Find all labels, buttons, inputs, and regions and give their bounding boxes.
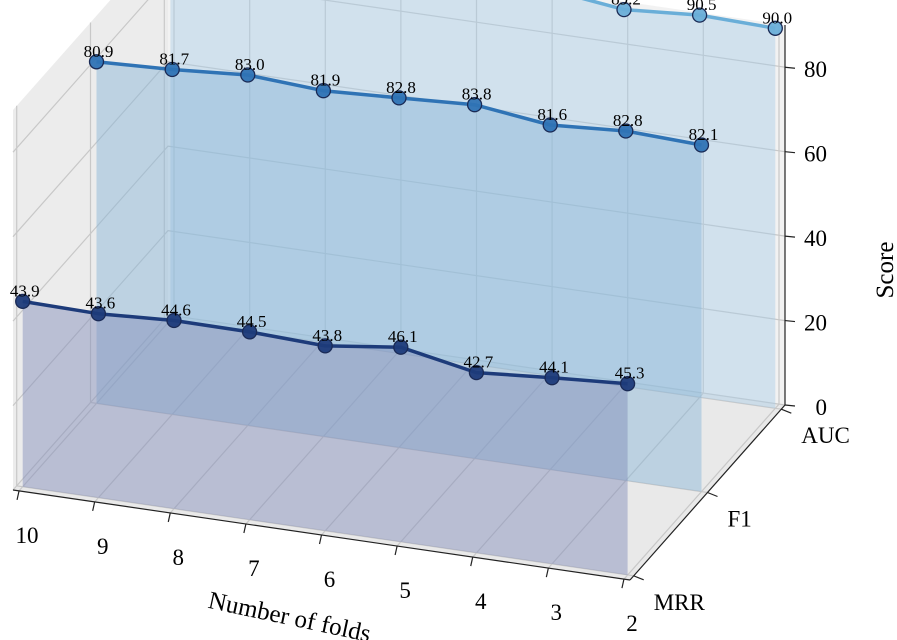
- data-label: 44.1: [539, 358, 569, 377]
- data-label: 45.3: [615, 364, 645, 383]
- data-label: 42.7: [464, 353, 494, 372]
- data-point: [466, 97, 483, 113]
- y-tick: [707, 491, 718, 498]
- data-label: 89.2: [611, 0, 641, 9]
- x-tick: [545, 567, 549, 578]
- x-tick: [621, 578, 625, 589]
- data-label: 44.6: [161, 301, 191, 320]
- z-tick-label: 20: [804, 311, 827, 336]
- data-label: 46.1: [388, 327, 418, 346]
- x-tick-label: 3: [551, 600, 563, 625]
- data-point: [15, 293, 31, 310]
- x-tick-label: 8: [173, 545, 185, 570]
- data-point: [393, 339, 409, 355]
- x-tick-label: 7: [248, 556, 260, 581]
- x-tick: [470, 556, 474, 567]
- data-label: 43.6: [86, 294, 116, 313]
- data-label: 83.0: [235, 55, 265, 74]
- series-fill-auc: [170, 0, 776, 409]
- x-tick: [243, 523, 247, 534]
- z-axis-title: Score: [872, 242, 897, 299]
- x-tick-label: 6: [324, 567, 336, 592]
- series-line-auc: [581, 0, 776, 31]
- data-point: [88, 54, 105, 70]
- data-point: [619, 376, 636, 392]
- data-label: 82.1: [689, 125, 719, 144]
- data-label: 90.0: [762, 8, 792, 27]
- grid-line-score: [12, 0, 786, 153]
- data-label: 43.9: [10, 281, 40, 300]
- data-point: [767, 20, 783, 36]
- grid-line-score: [12, 61, 786, 238]
- grid-line-score: [12, 229, 786, 406]
- data-label: 44.5: [237, 312, 267, 331]
- data-point: [616, 1, 632, 18]
- data-point: [166, 312, 182, 329]
- y-tick: [781, 408, 792, 414]
- z-tick: [784, 404, 796, 407]
- grid-line-score: [12, 145, 786, 322]
- z-tick-label: 0: [816, 395, 828, 420]
- data-point: [468, 364, 485, 381]
- data-label: 81.6: [537, 105, 567, 124]
- data-label: 81.9: [311, 71, 341, 90]
- data-label: 82.8: [613, 111, 643, 130]
- z-tick: [784, 151, 796, 154]
- y-tick-label: AUC: [801, 423, 850, 448]
- z-tick-label: 40: [804, 226, 827, 251]
- data-point: [241, 324, 258, 340]
- x-axis-title: Number of folds: [206, 587, 373, 640]
- x-tick-label: 4: [475, 589, 487, 614]
- x-tick: [167, 512, 171, 523]
- data-point: [544, 370, 560, 386]
- z-tick: [784, 66, 796, 69]
- data-label: 81.7: [159, 50, 189, 69]
- data-point: [90, 306, 107, 322]
- axes: [12, 25, 796, 589]
- x-tick-label: 5: [399, 578, 411, 603]
- x-tick-label: 10: [16, 523, 39, 548]
- data-point: [542, 117, 558, 133]
- series-lines: [15, 0, 783, 392]
- data-label: 80.9: [84, 42, 114, 61]
- y-tick: [633, 575, 644, 581]
- data-point: [391, 90, 407, 106]
- data-point: [618, 123, 634, 139]
- x-tick: [92, 501, 96, 512]
- x-tick-label: 9: [97, 534, 109, 559]
- data-point: [691, 7, 708, 23]
- data-point: [693, 137, 710, 153]
- z-tick-label: 80: [804, 57, 827, 82]
- y-tick-label: F1: [728, 507, 752, 532]
- x-tick: [394, 545, 398, 556]
- data-point: [317, 338, 333, 354]
- data-point: [164, 61, 180, 78]
- grid-line-score: [12, 314, 786, 491]
- data-label: 83.8: [462, 85, 492, 104]
- x-tick: [318, 534, 323, 545]
- x-tick-label: 2: [626, 611, 638, 636]
- data-label: 90.5: [687, 0, 717, 14]
- data-point: [240, 67, 256, 83]
- y-tick-label: MRR: [654, 590, 706, 615]
- data-label: 82.8: [386, 78, 416, 97]
- data-point: [315, 83, 332, 99]
- z-tick: [784, 319, 796, 323]
- z-tick: [784, 235, 796, 238]
- z-tick-label: 60: [804, 142, 827, 167]
- data-label: 43.8: [312, 326, 342, 345]
- x-tick: [16, 490, 20, 501]
- series-fill-mrr: [22, 301, 628, 575]
